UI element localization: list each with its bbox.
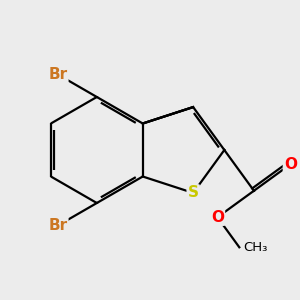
Text: CH₃: CH₃ — [244, 241, 268, 254]
Text: O: O — [284, 157, 297, 172]
Text: S: S — [188, 185, 199, 200]
Text: Br: Br — [48, 67, 68, 82]
Text: Br: Br — [48, 218, 68, 233]
Text: O: O — [211, 210, 224, 225]
